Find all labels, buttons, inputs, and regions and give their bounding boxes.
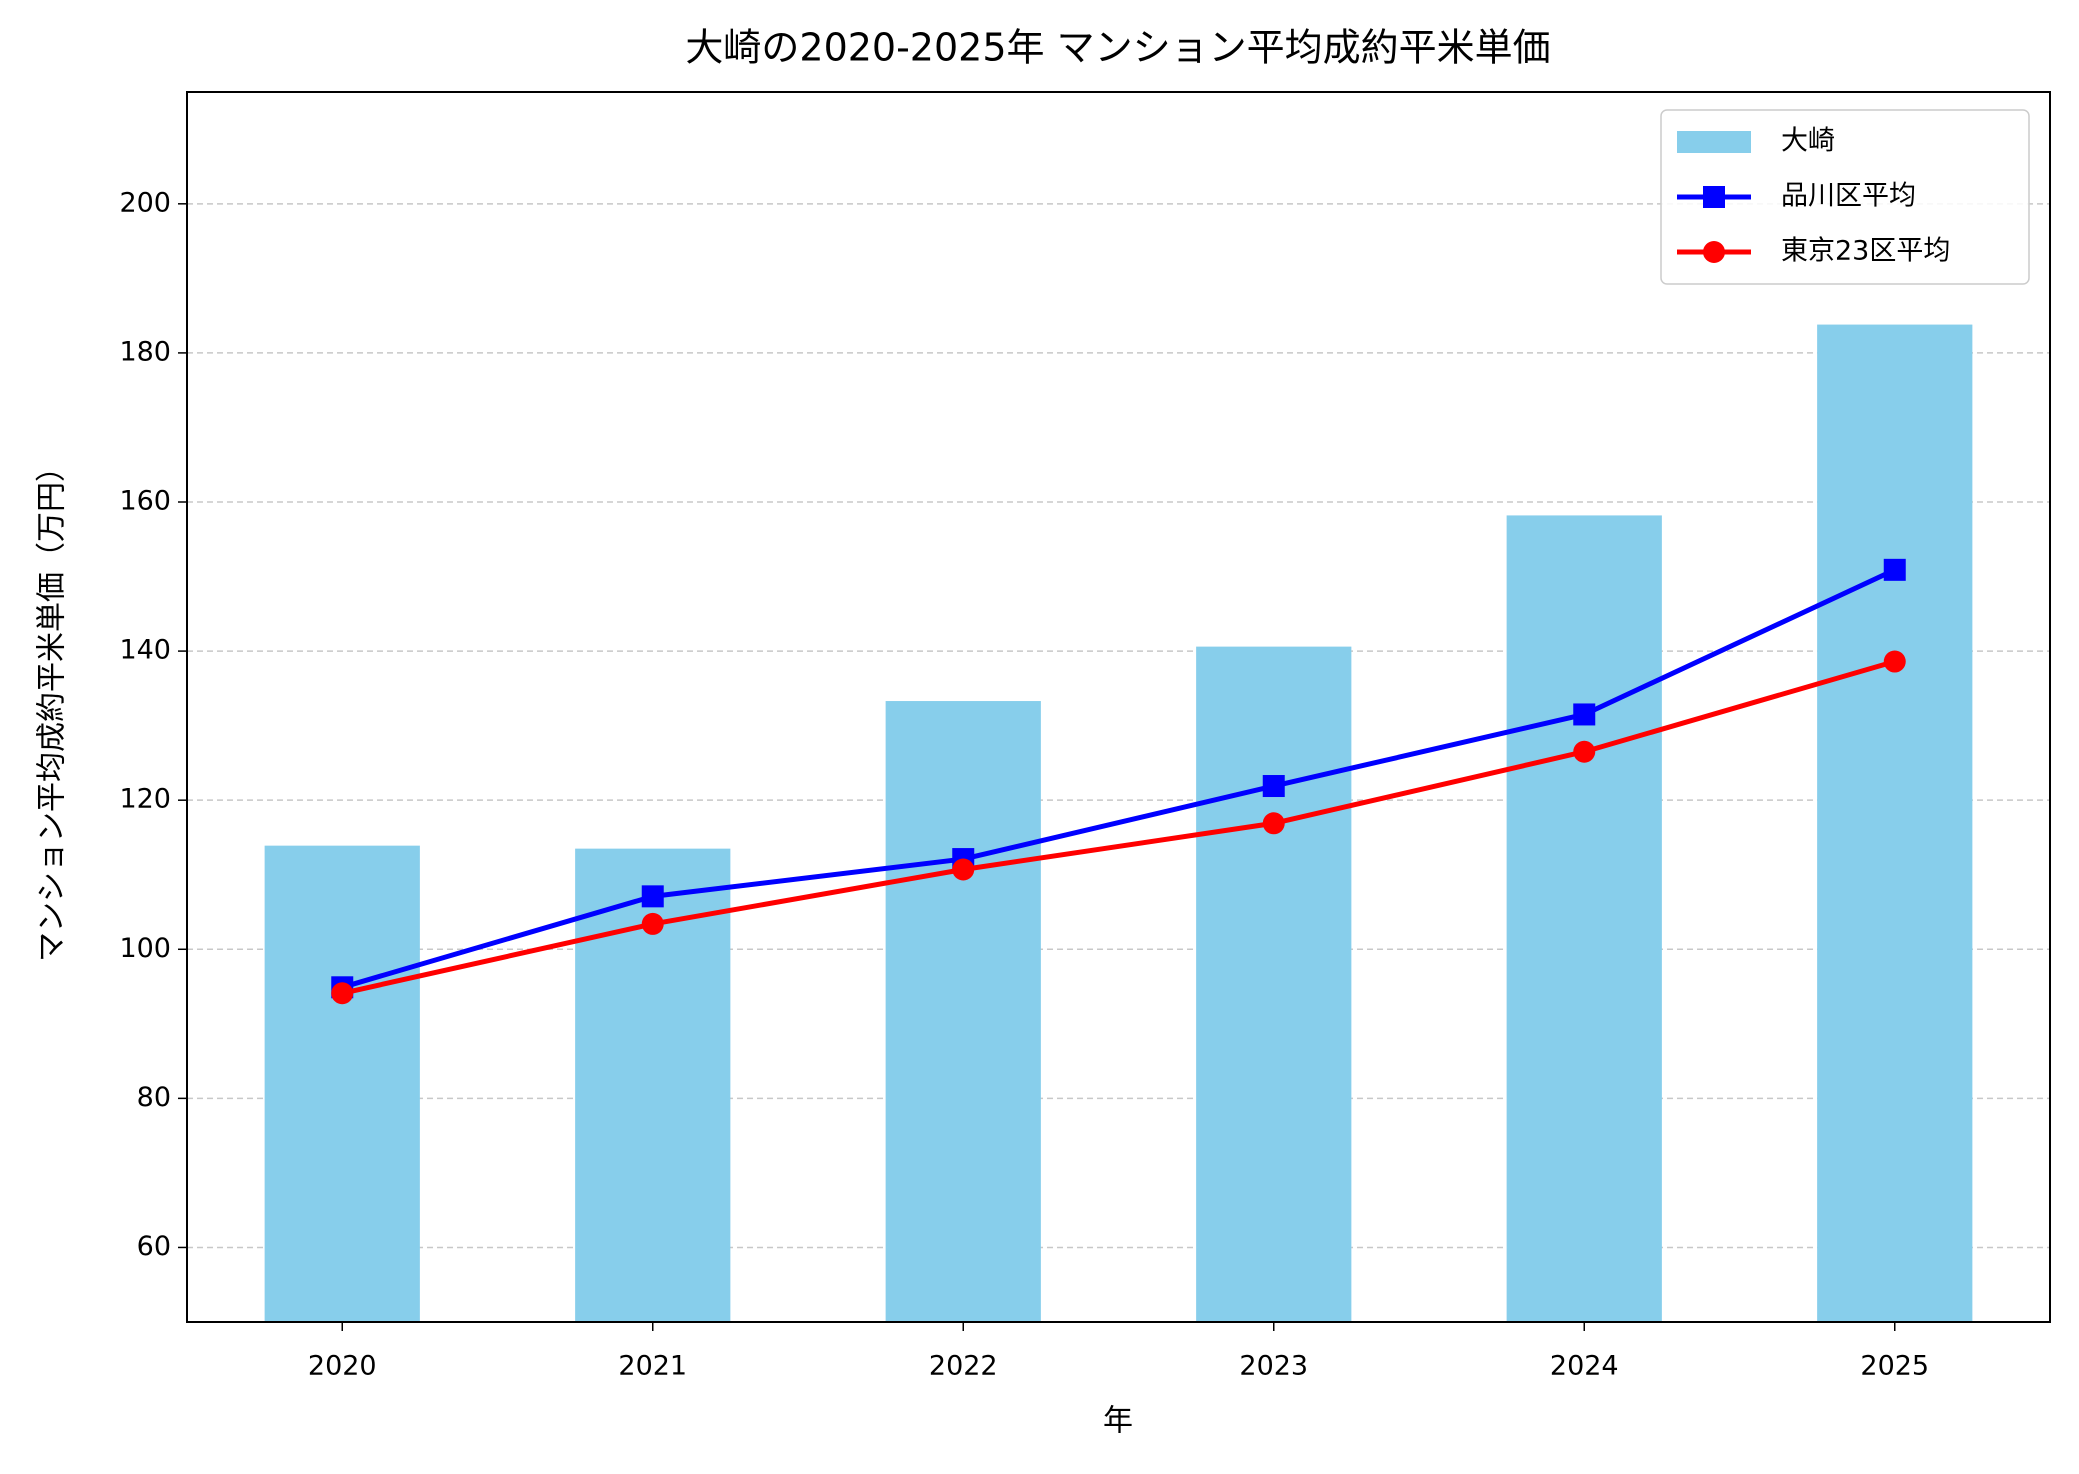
bar	[264, 845, 420, 1322]
legend-label: 東京23区平均	[1781, 236, 1950, 267]
marker	[641, 912, 664, 935]
marker	[1883, 558, 1906, 581]
plot-frame	[186, 91, 2051, 1323]
line	[341, 659, 1896, 996]
legend-box	[1660, 109, 2030, 285]
bar	[1506, 515, 1662, 1322]
marker	[1703, 186, 1725, 208]
x-tick-label: 2024	[1550, 1351, 1619, 1382]
marker	[1262, 812, 1285, 835]
marker	[1703, 241, 1725, 263]
y-tick-label: 60	[137, 1231, 171, 1262]
y-tick-label: 140	[119, 635, 171, 666]
x-tick-label: 2025	[1860, 1351, 1929, 1382]
marker	[1883, 650, 1906, 673]
bar	[885, 701, 1041, 1322]
bar	[1196, 646, 1352, 1322]
y-tick-label: 200	[119, 187, 171, 218]
x-tick-label: 2022	[929, 1351, 998, 1382]
marker	[1573, 703, 1596, 726]
legend-label: 大崎	[1781, 126, 1835, 157]
legend-label: 品川区平均	[1781, 181, 1916, 212]
y-tick-label: 160	[119, 486, 171, 517]
bar	[1817, 324, 1973, 1323]
x-axis-label: 年	[1103, 1404, 1133, 1439]
marker	[1262, 775, 1285, 798]
y-tick-label: 80	[137, 1082, 171, 1113]
marker	[641, 885, 664, 908]
y-tick-label: 120	[119, 784, 171, 815]
line	[341, 567, 1896, 990]
y-tick-label: 180	[119, 336, 171, 367]
marker	[952, 858, 975, 881]
legend-swatch	[1677, 131, 1751, 153]
x-tick-label: 2023	[1239, 1351, 1308, 1382]
chart-title: 大崎の2020-2025年 マンション平均成約平米単価	[685, 26, 1550, 70]
marker	[1573, 740, 1596, 763]
y-tick-label: 100	[119, 933, 171, 964]
x-tick-label: 2021	[618, 1351, 687, 1382]
x-tick-label: 2020	[308, 1351, 377, 1382]
marker	[331, 982, 354, 1005]
y-axis-label: マンション平均成約平米単価（万円）	[35, 452, 70, 962]
